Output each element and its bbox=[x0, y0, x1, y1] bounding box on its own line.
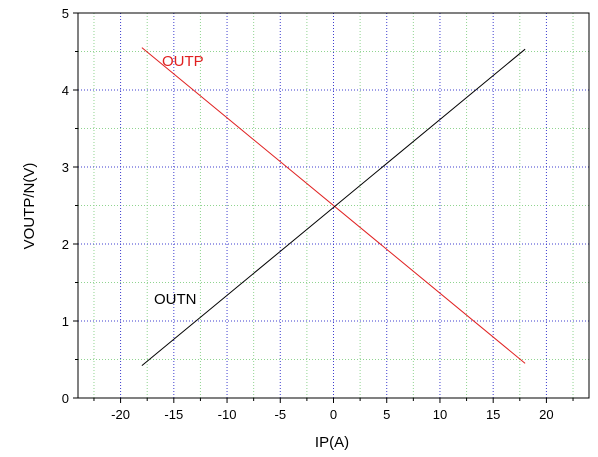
y-tick-label: 1 bbox=[62, 314, 69, 329]
series-label-outp: OUTP bbox=[162, 53, 204, 70]
series-lines bbox=[141, 47, 526, 367]
x-tick-label: 20 bbox=[539, 407, 553, 422]
x-tick-label: 5 bbox=[383, 407, 390, 422]
y-tick-label: 3 bbox=[62, 160, 69, 175]
tick-labels: -20 -15 -10 -5 0 5 10 15 20 0 1 2 3 4 5 bbox=[62, 6, 554, 422]
y-tick-label: 4 bbox=[62, 83, 69, 98]
y-tick-label: 5 bbox=[62, 6, 69, 21]
x-tick-label: -20 bbox=[111, 407, 130, 422]
y-axis-title: VOUTP/N(V) bbox=[21, 163, 38, 250]
axis-ticks bbox=[73, 12, 574, 403]
series-label-outn: OUTN bbox=[154, 291, 197, 308]
y-tick-label: 2 bbox=[62, 237, 69, 252]
x-tick-label: 15 bbox=[486, 407, 500, 422]
series-line-outn bbox=[141, 48, 526, 367]
x-tick-label: 0 bbox=[330, 407, 337, 422]
x-tick-label: -15 bbox=[164, 407, 183, 422]
x-tick-label: -5 bbox=[274, 407, 286, 422]
x-tick-label: -10 bbox=[218, 407, 237, 422]
x-tick-label: 10 bbox=[433, 407, 447, 422]
y-tick-label: 0 bbox=[62, 391, 69, 406]
series-line-outp bbox=[141, 47, 526, 364]
x-axis-title: IP(A) bbox=[315, 434, 349, 451]
